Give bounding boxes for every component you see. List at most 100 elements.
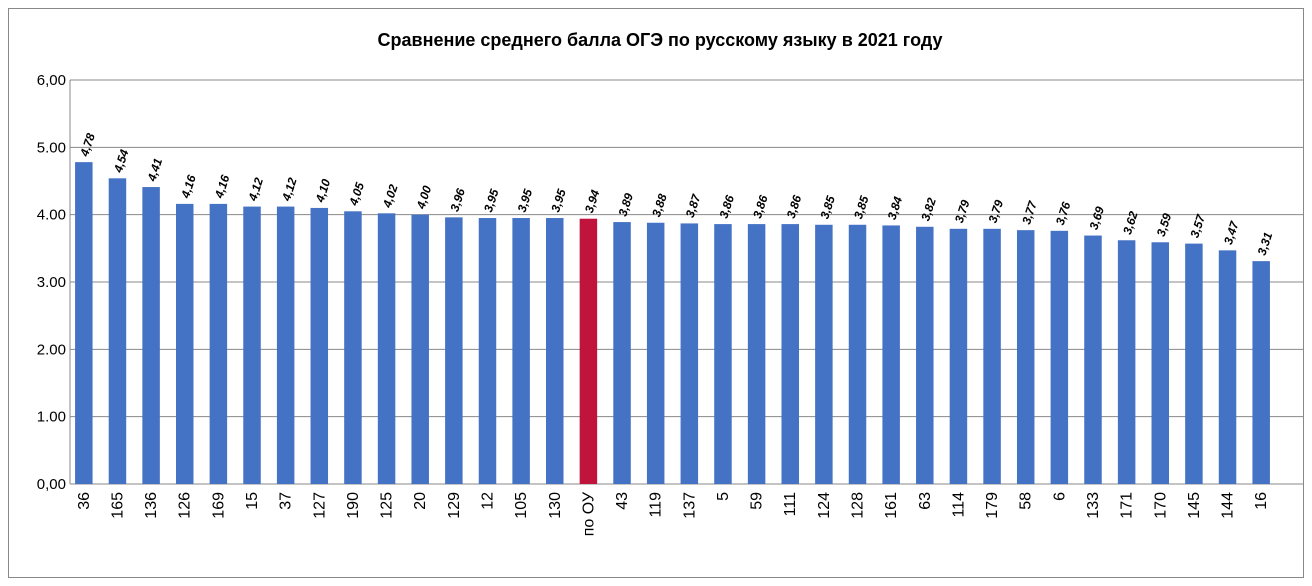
bar <box>243 206 261 484</box>
x-tick-label: 12 <box>479 492 496 510</box>
data-label: 3,94 <box>582 188 603 215</box>
x-tick-label: 170 <box>1152 492 1169 519</box>
bar <box>142 187 160 484</box>
bar <box>646 222 665 484</box>
bar <box>949 228 968 484</box>
bar <box>714 224 732 485</box>
bar <box>882 225 900 484</box>
data-label: 3,88 <box>649 192 670 219</box>
bar <box>310 207 329 484</box>
data-label: 3,76 <box>1053 200 1074 227</box>
x-tick-label: 127 <box>311 492 328 519</box>
bar <box>344 211 362 485</box>
x-tick-label: 165 <box>109 492 126 519</box>
data-label: 3,79 <box>986 198 1007 225</box>
y-tick-label: 0,00 <box>37 476 66 493</box>
data-label: 3,86 <box>750 193 771 220</box>
data-label: 3,89 <box>616 191 637 218</box>
bar <box>983 228 1001 484</box>
bar <box>175 203 194 485</box>
bar <box>75 162 93 484</box>
y-tick-label: 2.00 <box>37 341 66 358</box>
y-tick-label: 3.00 <box>37 274 66 291</box>
x-tick-label: 16 <box>1253 492 1270 510</box>
data-label: 3,95 <box>548 187 569 214</box>
x-tick-label: 37 <box>278 492 295 510</box>
data-label: 3,31 <box>1255 230 1276 257</box>
bar <box>108 178 127 484</box>
bar <box>781 224 799 485</box>
x-tick-label: 133 <box>1085 492 1102 519</box>
data-label: 3,95 <box>481 187 502 214</box>
bar <box>209 203 228 485</box>
x-tick-label: 128 <box>850 492 867 519</box>
data-label: 3,86 <box>784 193 805 220</box>
bar <box>1016 230 1035 484</box>
x-tick-label: 20 <box>412 492 429 510</box>
chart-title: Сравнение среднего балла ОГЭ по русскому… <box>378 30 943 50</box>
bar <box>680 223 699 485</box>
x-tick-label: 179 <box>984 492 1001 519</box>
bar <box>747 224 766 485</box>
y-tick-label: 4.00 <box>37 207 66 224</box>
data-label: 3,86 <box>716 193 737 220</box>
x-tick-label: 43 <box>614 492 631 510</box>
bar <box>1151 242 1170 484</box>
bar <box>546 218 564 485</box>
bar <box>1050 230 1069 484</box>
x-tick-label: 5 <box>715 492 732 501</box>
bar <box>1084 235 1102 484</box>
data-label: 3,95 <box>515 187 536 214</box>
x-tick-label: 144 <box>1220 492 1237 519</box>
bar <box>1218 250 1237 484</box>
bar <box>411 214 429 484</box>
x-tick-label: 129 <box>446 492 463 519</box>
data-label: 3,79 <box>952 198 973 225</box>
x-tick-label: 161 <box>883 492 900 519</box>
data-label: 3,85 <box>851 194 872 221</box>
x-tick-label: 136 <box>143 492 160 519</box>
bar <box>613 222 631 484</box>
bar <box>1252 261 1270 484</box>
x-tick-label: 125 <box>379 492 396 519</box>
bar <box>478 218 497 485</box>
y-tick-label: 5.00 <box>37 139 66 156</box>
x-tick-label: 59 <box>749 492 766 510</box>
x-tick-label: 169 <box>210 492 227 519</box>
x-tick-label: 130 <box>547 492 564 519</box>
x-tick-label: 124 <box>816 492 833 519</box>
bar <box>445 217 463 485</box>
x-tick-label: 126 <box>177 492 194 519</box>
x-tick-label: по ОУ <box>580 491 597 536</box>
bar <box>276 206 295 484</box>
bar <box>1117 240 1136 484</box>
x-tick-label: 114 <box>950 492 967 518</box>
x-tick-label: 171 <box>1119 492 1136 519</box>
y-tick-label: 6,00 <box>37 72 66 89</box>
data-label: 3,62 <box>1120 209 1141 236</box>
x-tick-label: 63 <box>917 492 934 510</box>
x-tick-label: 36 <box>76 492 93 510</box>
x-tick-label: 119 <box>648 492 665 518</box>
y-tick-label: 1.00 <box>37 409 66 426</box>
bar <box>1185 243 1203 484</box>
bar <box>377 213 396 484</box>
data-label: 3,59 <box>1154 211 1175 238</box>
bar <box>848 224 867 484</box>
x-tick-label: 111 <box>782 492 799 516</box>
data-label: 3,96 <box>447 186 468 213</box>
data-label: 3,69 <box>1087 205 1108 232</box>
x-tick-label: 6 <box>1051 492 1068 501</box>
x-tick-label: 58 <box>1018 492 1035 510</box>
bar <box>916 226 934 484</box>
x-tick-label: 15 <box>244 492 261 510</box>
bar <box>579 218 598 484</box>
x-tick-label: 137 <box>681 492 698 519</box>
data-label: 3,82 <box>918 196 939 223</box>
bar <box>815 224 833 484</box>
bar <box>512 218 530 485</box>
x-tick-label: 145 <box>1186 492 1203 519</box>
x-tick-label: 105 <box>513 492 530 519</box>
data-label: 3,85 <box>817 194 838 221</box>
